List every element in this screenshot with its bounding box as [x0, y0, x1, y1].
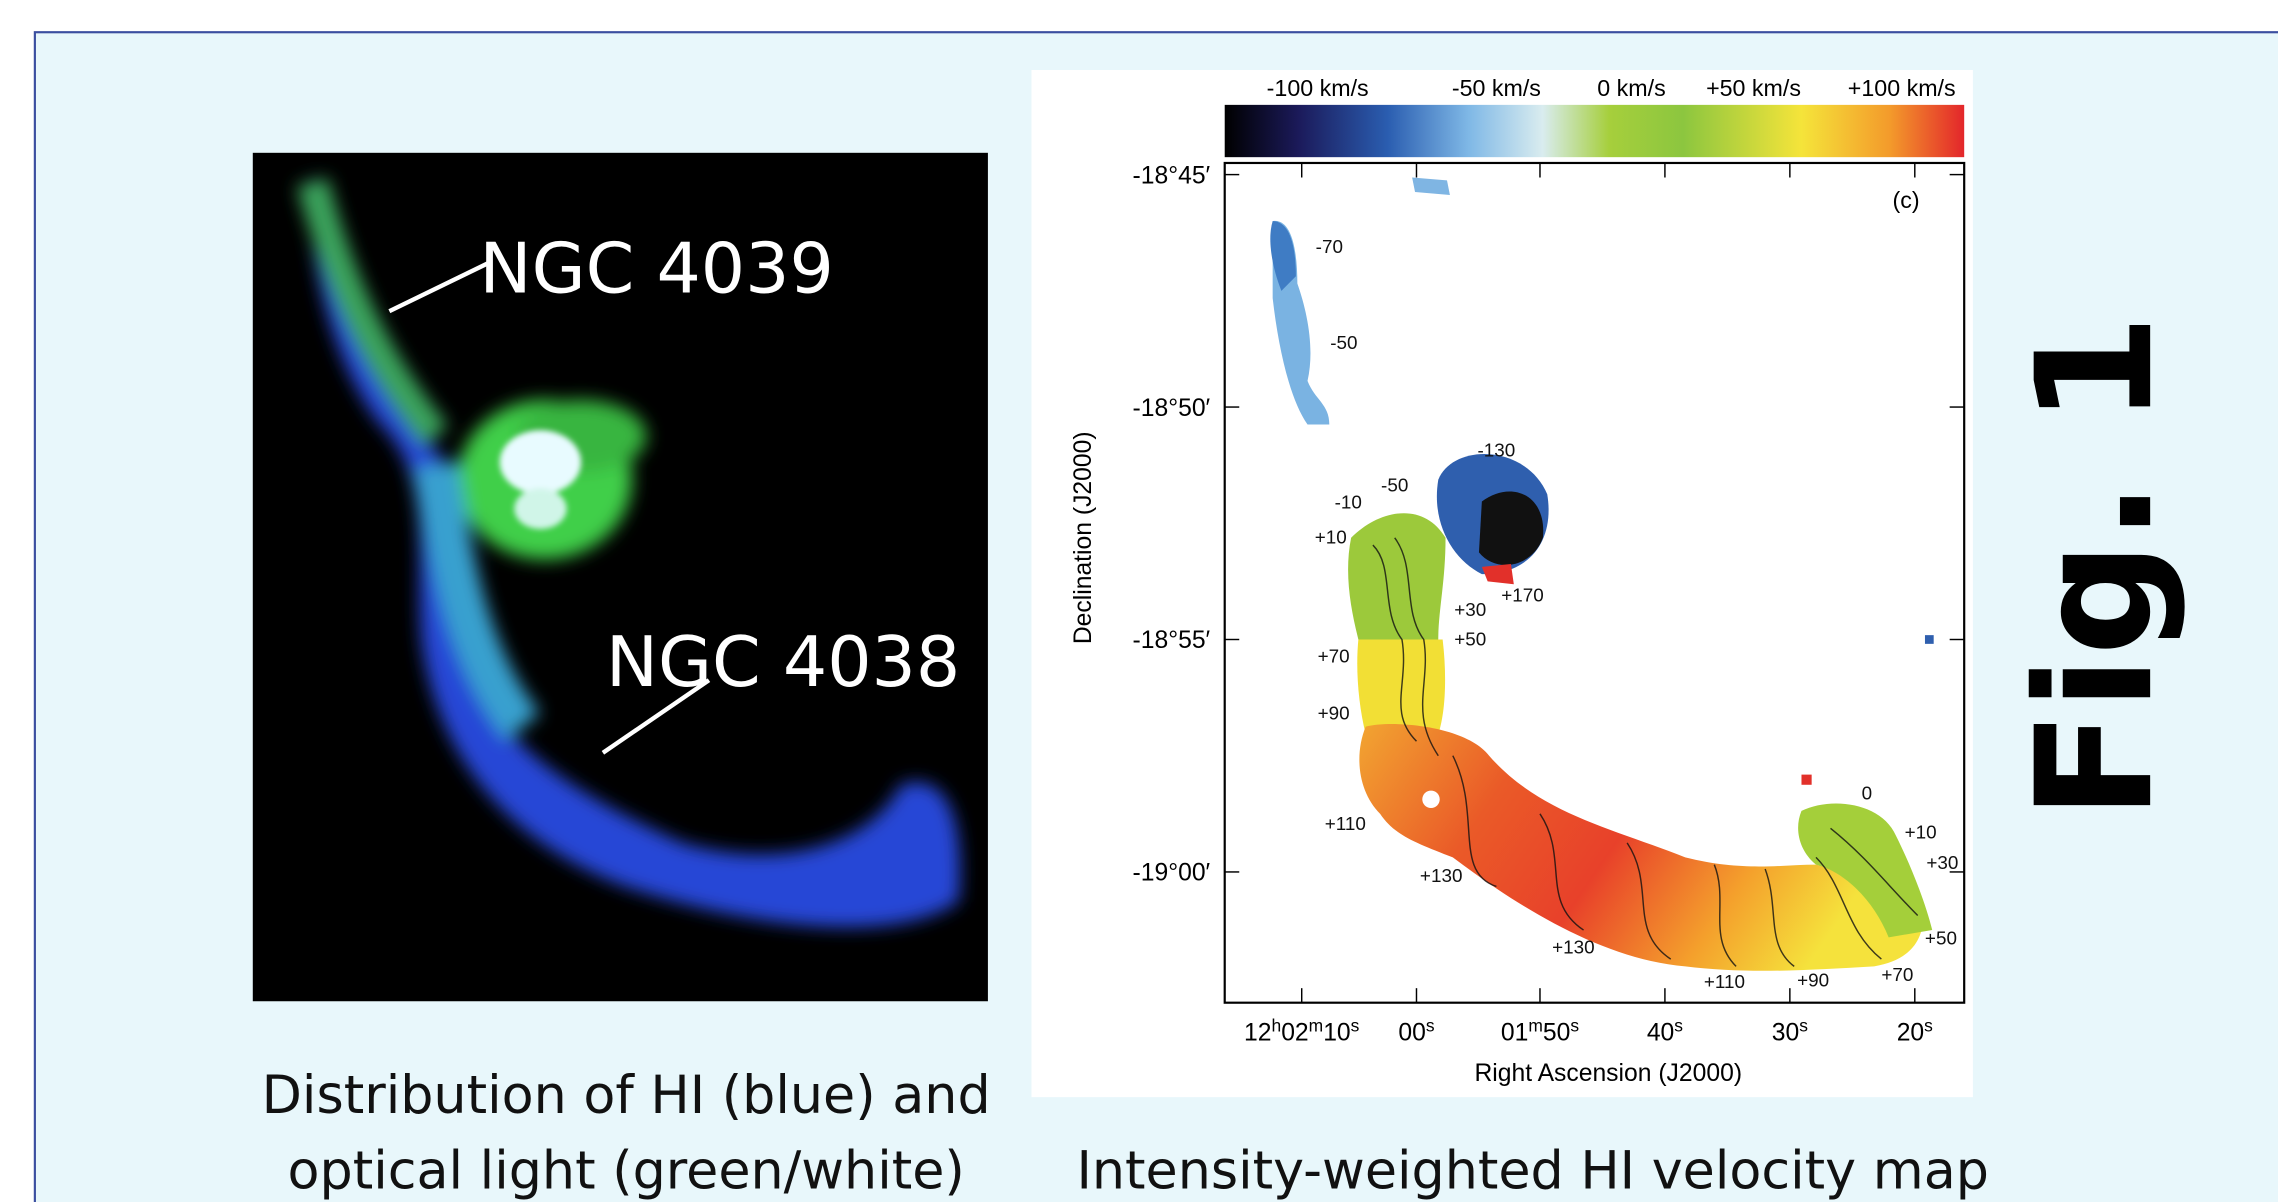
caption: optical light (green/white) [288, 1141, 965, 1202]
x-tick-label-part: 20 [1897, 1019, 1924, 1046]
x-tick-label-part: 30 [1772, 1019, 1799, 1046]
contour-label: +110 [1325, 814, 1366, 835]
x-tick-label-part: 00 [1398, 1019, 1425, 1046]
caption: Intensity-weighted HI velocity map [1076, 1141, 1988, 1202]
figure-label: Fig. 1 [2002, 314, 2188, 820]
x-tick-label-part: 40 [1647, 1019, 1674, 1046]
x-tick-label-part: 10 [1323, 1019, 1350, 1046]
x-tick-label-part: s [1799, 1016, 1808, 1036]
y-tick-label: -18°50′ [1133, 395, 1211, 422]
x-tick-label-part: m [1528, 1016, 1543, 1036]
contour-label: +90 [1318, 703, 1350, 724]
x-tick-label: 12h02m10s [1244, 1016, 1360, 1047]
galaxy-label: NGC 4039 [479, 228, 833, 309]
contour-label: +110 [1704, 972, 1745, 993]
contour-label: +10 [1315, 528, 1347, 549]
contour-label: +30 [1926, 853, 1958, 874]
x-tick-label-part: 50 [1543, 1019, 1570, 1046]
contour-label: +50 [1925, 929, 1957, 950]
contour-label: -50 [1381, 475, 1408, 496]
colorbar-label: +100 km/s [1848, 75, 1956, 101]
x-axis-label: Right Ascension (J2000) [1474, 1060, 1742, 1087]
galaxy-label: NGC 4038 [606, 622, 960, 703]
colorbar-label: 0 km/s [1597, 75, 1665, 101]
contour-label: +10 [1905, 823, 1937, 844]
x-tick-label-part: 02 [1281, 1019, 1308, 1046]
x-tick-label-part: s [1924, 1016, 1933, 1036]
contour-label: +50 [1454, 629, 1486, 650]
contour-label: +90 [1797, 971, 1829, 992]
page: NGC 4039 NGC 4038 Distribution of HI (bl… [0, 0, 2278, 1202]
velocity-map-figure: (c) Declination (J2000) Right Ascension … [1031, 70, 1972, 1097]
contour-label: -10 [1335, 493, 1362, 514]
contour-label: +70 [1881, 965, 1913, 986]
colorbar-label: +50 km/s [1706, 75, 1801, 101]
y-axis-label: Declination (J2000) [1070, 431, 1097, 644]
caption: Distribution of HI (blue) and [262, 1065, 991, 1126]
x-tick-label-part: s [1351, 1016, 1360, 1036]
colorbar-label: -50 km/s [1452, 75, 1541, 101]
x-tick-label-part: s [1674, 1016, 1683, 1036]
contour-label: -50 [1330, 333, 1357, 354]
x-tick-label-part: 12 [1244, 1019, 1271, 1046]
contour-label: 0 [1862, 783, 1873, 804]
colorbar [1225, 105, 1964, 157]
contour-label: -130 [1477, 440, 1515, 461]
slide: NGC 4039 NGC 4038 Distribution of HI (bl… [0, 0, 2278, 1202]
x-tick-label-part: s [1570, 1016, 1579, 1036]
colorbar-label: -100 km/s [1267, 75, 1369, 101]
x-tick-label-part: s [1426, 1016, 1435, 1036]
contour-label: +70 [1318, 647, 1350, 668]
contour-label: +170 [1501, 586, 1544, 607]
left-image: NGC 4039 NGC 4038 [253, 153, 988, 1001]
y-tick-label: -18°55′ [1133, 627, 1211, 654]
x-tick-label-part: m [1309, 1016, 1324, 1036]
y-tick-label: -18°45′ [1133, 162, 1211, 189]
contour-label: +130 [1552, 937, 1595, 958]
x-tick-label-part: h [1272, 1016, 1282, 1036]
contour-label: -70 [1316, 237, 1343, 258]
contour-label: +130 [1420, 866, 1463, 887]
panel-label: (c) [1893, 187, 1920, 213]
y-tick-label: -19°00′ [1133, 860, 1211, 887]
contour-label: +30 [1454, 600, 1486, 621]
x-tick-label-part: 01 [1501, 1019, 1528, 1046]
